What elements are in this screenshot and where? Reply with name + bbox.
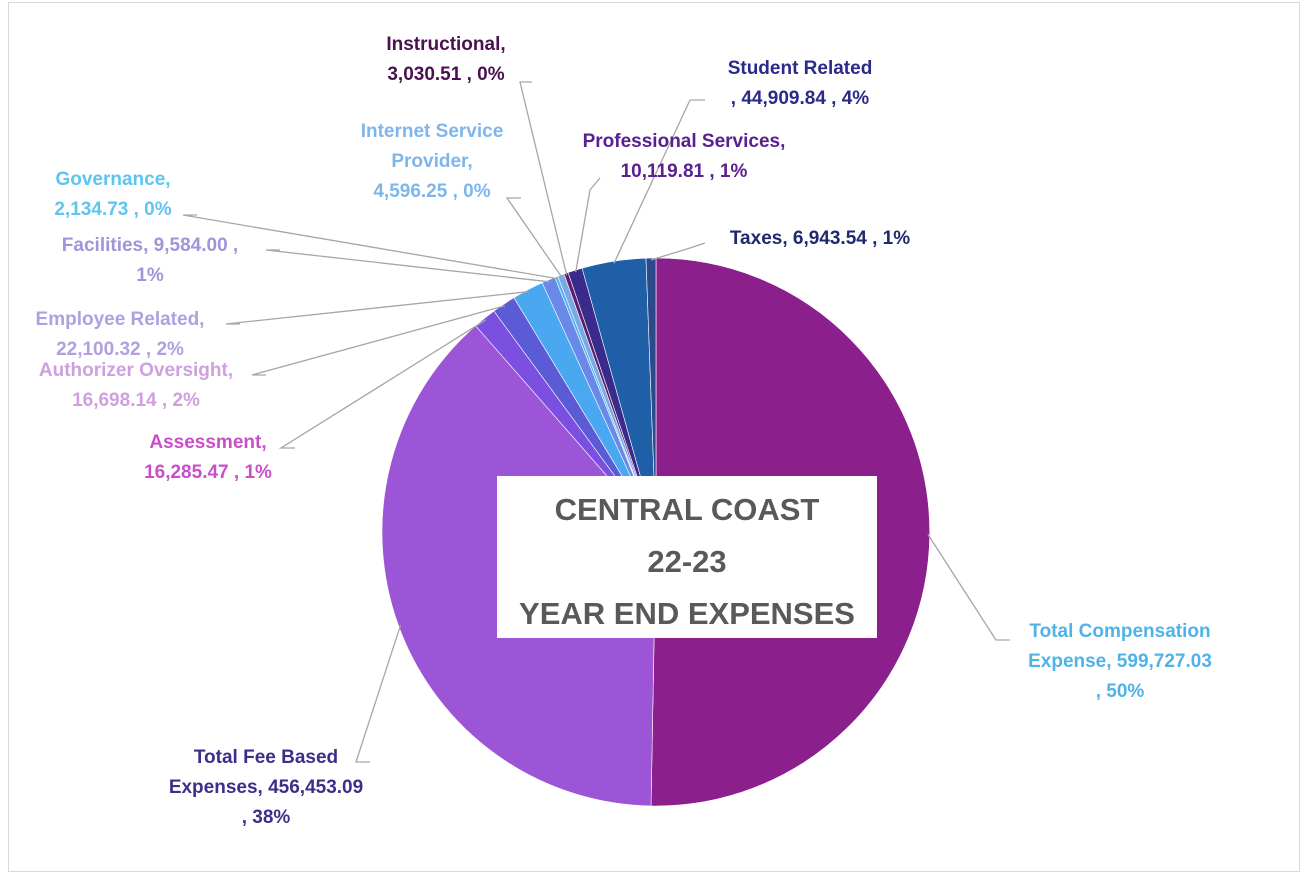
- leader-line-internet-service-provider: [505, 197, 563, 278]
- leader-line-professional-services: [575, 177, 601, 273]
- data-label-line: Provider,: [391, 151, 472, 172]
- data-label-line: 2,134.73 , 0%: [54, 199, 171, 220]
- data-label-taxes: Taxes, 6,943.54 , 1%: [730, 228, 910, 249]
- data-label-line: Expense, 599,727.03: [1028, 651, 1212, 672]
- data-label-line: , 44,909.84 , 4%: [731, 88, 869, 109]
- data-label-student-related: Student Related , 44,909.84 , 4%: [728, 58, 873, 109]
- data-labels: Total Compensation Expense, 599,727.03 , 5…: [36, 34, 1212, 828]
- data-label-line: 3,030.51 , 0%: [387, 64, 504, 85]
- data-label-line: Governance,: [55, 169, 170, 190]
- data-label-facilities: Facilities, 9,584.00 , 1%: [62, 235, 238, 286]
- data-label-line: 16,698.14 , 2%: [72, 390, 200, 411]
- data-label-line: 10,119.81 , 1%: [621, 161, 748, 182]
- data-label-line: Student Related: [728, 58, 873, 79]
- data-label-total-compensation-expense: Total Compensation Expense, 599,727.03 , 5…: [1028, 621, 1212, 702]
- data-label-line: Instructional,: [386, 34, 505, 55]
- data-label-employee-related: Employee Related, 22,100.32 , 2%: [36, 309, 205, 360]
- data-label-line: 1%: [136, 265, 164, 286]
- data-label-line: Expenses, 456,453.09: [169, 777, 363, 798]
- leader-line-assessment: [278, 319, 487, 449]
- data-label-instructional: Instructional, 3,030.51 , 0%: [386, 34, 505, 85]
- data-label-authorizer-oversight: Authorizer Oversight, 16,698.14 , 2%: [39, 360, 233, 411]
- data-label-internet-service-provider: Internet Service Provider, 4,596.25 , 0%: [361, 121, 504, 202]
- data-label-assessment: Assessment, 16,285.47 , 1%: [144, 432, 272, 483]
- chart-title-line-1: CENTRAL COAST: [555, 492, 820, 527]
- data-label-line: Authorizer Oversight,: [39, 360, 233, 381]
- chart-title-line-2: 22-23: [647, 544, 726, 579]
- leader-line-instructional: [519, 81, 568, 276]
- leader-line-facilities: [265, 249, 550, 283]
- leader-line-student-related: [613, 99, 705, 264]
- data-label-line: Assessment,: [149, 432, 266, 453]
- data-label-line: Total Fee Based: [194, 747, 338, 768]
- data-label-line: Internet Service: [361, 121, 504, 142]
- data-label-professional-services: Professional Services, 10,119.81 , 1%: [583, 131, 786, 182]
- leader-line-total-compensation-expense: [927, 534, 1010, 641]
- data-label-line: 16,285.47 , 1%: [144, 462, 272, 483]
- data-label-line: Taxes, 6,943.54 , 1%: [730, 228, 910, 249]
- data-label-line: Professional Services,: [583, 131, 786, 152]
- data-label-line: , 38%: [242, 807, 291, 828]
- data-label-line: , 50%: [1096, 681, 1145, 702]
- leader-line-authorizer-oversight: [251, 305, 506, 376]
- title-background: [497, 476, 877, 638]
- leader-lines: [182, 81, 1010, 763]
- title-box: CENTRAL COAST 22-23 YEAR END EXPENSES: [497, 476, 877, 638]
- data-label-governance: Governance, 2,134.73 , 0%: [54, 169, 171, 220]
- leader-line-employee-related: [225, 290, 529, 325]
- chart-title-line-3: YEAR END EXPENSES: [519, 596, 855, 631]
- leader-line-total-fee-based-expenses: [355, 625, 402, 763]
- data-label-line: Employee Related,: [36, 309, 205, 330]
- data-label-line: Facilities, 9,584.00 ,: [62, 235, 238, 256]
- data-label-total-fee-based-expenses: Total Fee Based Expenses, 456,453.09 , 38%: [169, 747, 363, 828]
- leader-line-governance: [182, 214, 558, 280]
- leader-line-taxes: [650, 242, 706, 261]
- data-label-line: 4,596.25 , 0%: [373, 181, 490, 202]
- data-label-line: 22,100.32 , 2%: [56, 339, 184, 360]
- data-label-line: Total Compensation: [1029, 621, 1210, 642]
